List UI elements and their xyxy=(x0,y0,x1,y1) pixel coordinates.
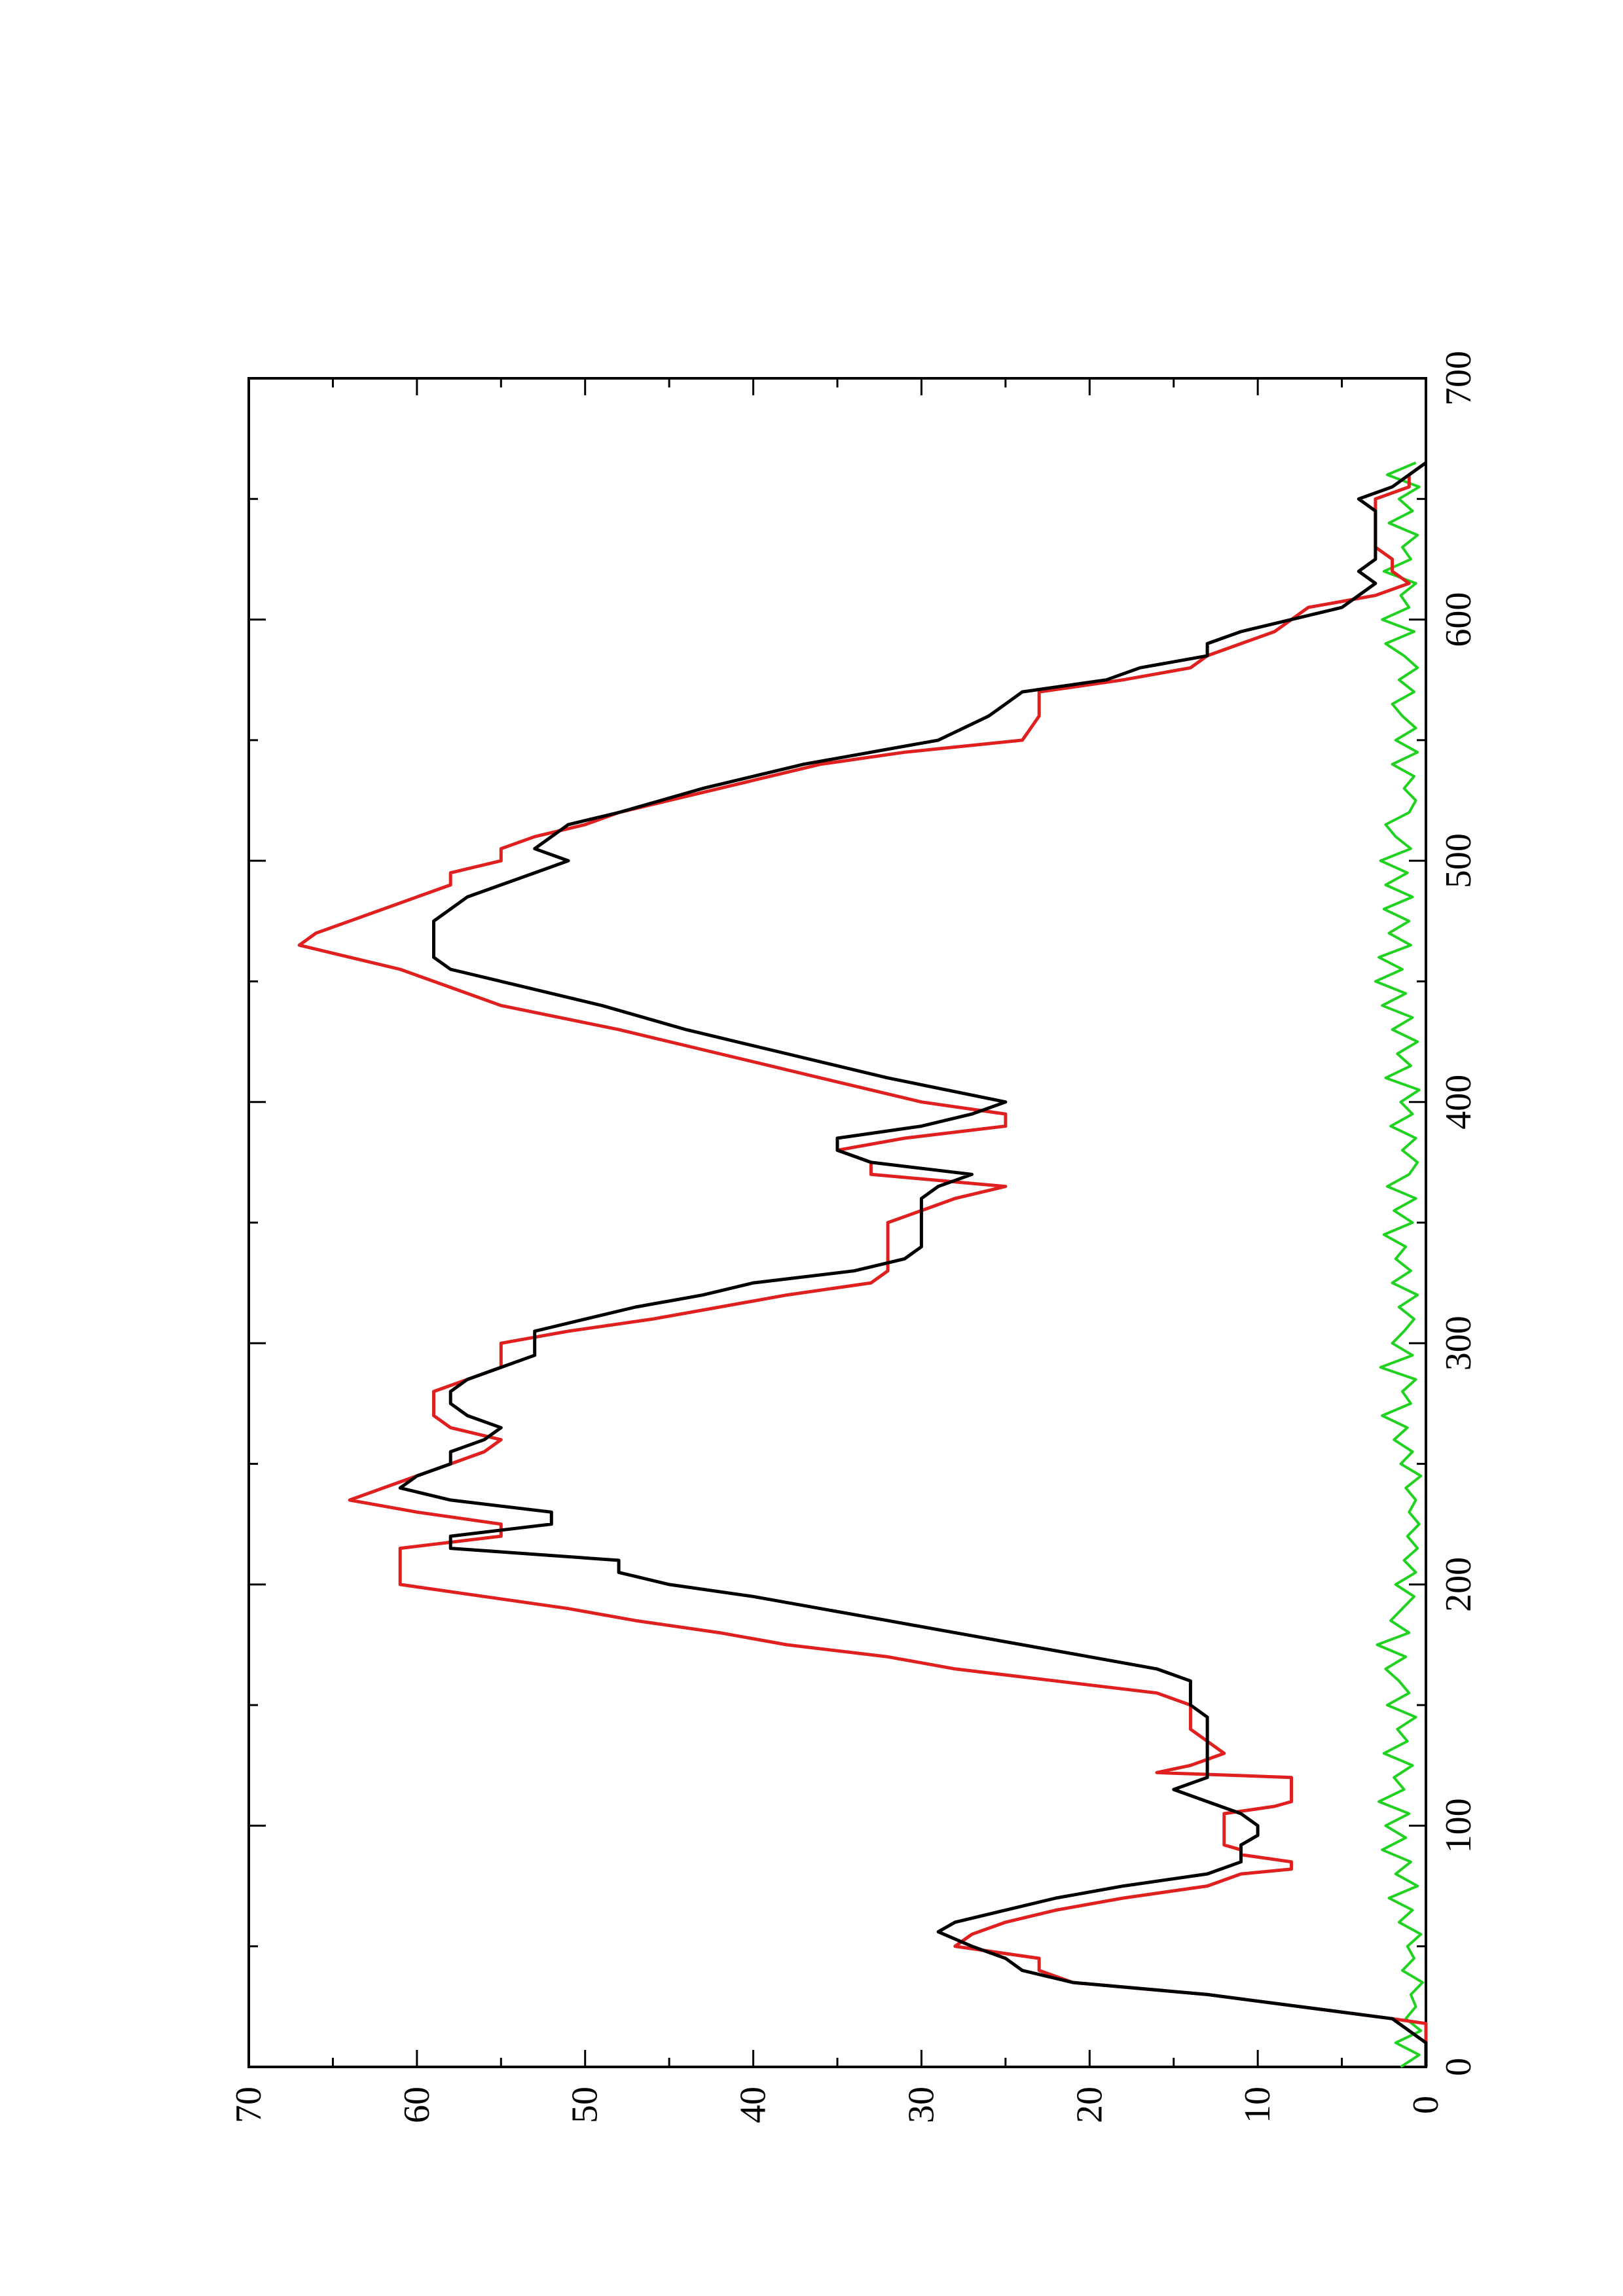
series-black-line xyxy=(398,461,1428,2067)
tick-marks xyxy=(247,377,1427,2068)
y-tick-label: 30 xyxy=(901,2087,941,2123)
plot-frame xyxy=(247,377,1427,2068)
series-layer xyxy=(297,461,1428,2068)
y-tick-label: 50 xyxy=(565,2087,606,2123)
y-tick-label: 10 xyxy=(1237,2087,1278,2123)
x-tick-label: 200 xyxy=(1438,1557,1479,1612)
tick-labels: 0 100 200 300 400 500 600 700 0 10 20 30 40 50 60 70 xyxy=(228,351,1479,2123)
series-red-line xyxy=(297,461,1428,2067)
x-tick-label: 700 xyxy=(1438,351,1479,406)
y-tick-label: 20 xyxy=(1069,2087,1110,2123)
x-tick-label: 300 xyxy=(1438,1316,1479,1371)
x-tick-label: 0 xyxy=(1438,2058,1479,2076)
y-tick-label: 70 xyxy=(228,2087,269,2123)
y-tick-label: 60 xyxy=(397,2087,437,2123)
x-tick-label: 400 xyxy=(1438,1075,1479,1130)
y-tick-label: 0 xyxy=(1406,2096,1446,2114)
x-tick-label: 100 xyxy=(1438,1798,1479,1853)
series-green-line xyxy=(1374,461,1424,2068)
x-tick-label: 600 xyxy=(1438,592,1479,647)
y-tick-label: 40 xyxy=(733,2087,774,2123)
x-tick-label: 500 xyxy=(1438,833,1479,888)
